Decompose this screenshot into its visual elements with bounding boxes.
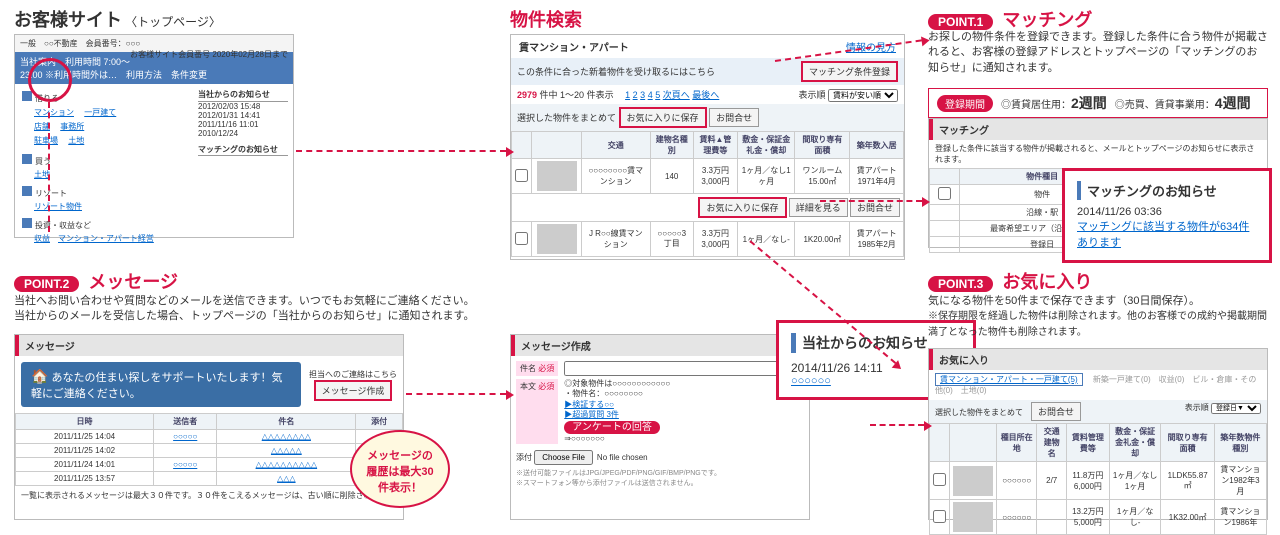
thumb-icon xyxy=(537,224,577,254)
s1-circle-highlight xyxy=(28,58,72,102)
cat-kau[interactable]: 買う xyxy=(20,152,190,169)
s1-subtitle: 〈トップページ〉 xyxy=(125,15,221,29)
thumb-icon xyxy=(537,161,577,191)
p3-table: 種目所在地交通建物名賃料管理費等敷金・保証金礼金・償却間取り専有面積築年数物件種… xyxy=(929,423,1267,535)
p3-badge: POINT.3 xyxy=(928,276,993,292)
p2-callout-bubble: メッセージの履歴は最大30件表示！ xyxy=(350,430,450,508)
s2-table: 交通建物名種別賃料▲管理費等敷金・保証金礼金・償却間取り専有面積築年数入居 ○○… xyxy=(511,131,904,257)
thumb-icon xyxy=(953,466,993,496)
p3-filter-tab[interactable]: 賃マンション・アパート・一戸建て(5) xyxy=(935,373,1083,386)
p1-title: マッチング xyxy=(1002,10,1092,30)
p2-badge: POINT.2 xyxy=(14,276,79,292)
s2-panel: 賃マンション・アパート 情報の見方 この条件に合った新着物件を受け取るにはこちら… xyxy=(510,34,905,260)
thumb-icon xyxy=(953,502,993,532)
sort-select[interactable]: 賃料が安い順 xyxy=(828,89,898,102)
arrow-icon xyxy=(870,424,924,426)
s1-match-title: マッチングのお知らせ xyxy=(198,144,288,156)
bulk-inq-btn[interactable]: お問合せ xyxy=(709,108,759,127)
p1-callout: マッチングのお知らせ 2014/11/26 03:36 マッチングに該当する物件… xyxy=(1062,168,1272,263)
p2-title: メッセージ xyxy=(88,272,178,292)
s2-title: 物件検索 xyxy=(510,6,582,32)
arrow-icon xyxy=(820,200,922,202)
file-input[interactable] xyxy=(534,450,686,465)
table-row[interactable]: ○○○○○○2/711.8万円6,000円1ヶ月／なし1ヶ月1LDK55.87㎡… xyxy=(930,462,1267,500)
p3-panel: お気に入り 賃マンション・アパート・一戸建て(5) 新築一戸建て(0) 収益(0… xyxy=(928,348,1268,520)
s1-topbar: 一般 ○○不動産 会員番号：○○○ お客様サイト会員番号 2020年02月28日… xyxy=(15,35,293,52)
table-row[interactable]: ○○○○○○○○賃マンション 140 3.3万円3,000円 1ヶ月／なし1ヶ月… xyxy=(512,159,904,194)
s2-header: 賃マンション・アパート xyxy=(519,39,629,54)
s1-title: お客様サイト xyxy=(14,10,122,30)
p1-desc: お探しの物件条件を登録できます。登録した条件に合う物件が掲載されると、お客様の登… xyxy=(928,30,1268,76)
p2-panel: メッセージ 🏠 あなたの住まい探しをサポートいたします！気軽にご連絡ください。 … xyxy=(14,334,404,520)
p1-callout-link[interactable]: マッチングに該当する物件が634件あります xyxy=(1077,218,1257,250)
arrow-icon xyxy=(48,102,50,232)
table-row[interactable]: 2011/11/25 13:57△△△ xyxy=(16,472,403,486)
table-row[interactable]: 2011/11/25 14:02△△△△△ xyxy=(16,444,403,458)
arrow-icon xyxy=(296,150,506,152)
row-check[interactable] xyxy=(515,169,528,182)
table-row[interactable]: 2011/11/24 14:01○○○○○△△△△△△△△△△ xyxy=(16,458,403,472)
cat-resort[interactable]: リゾート xyxy=(20,184,190,201)
row-fav-btn[interactable]: お気に入りに保存 xyxy=(698,197,786,218)
table-row[interactable]: J R○○線賃マンション ○○○○○3丁目 3.3万円3,000円 1ヶ月／なし… xyxy=(512,222,904,257)
p3-title: お気に入り xyxy=(1002,272,1092,292)
match-reg-btn[interactable]: マッチング条件登録 xyxy=(801,61,898,82)
p1-reg: 登録期間 ◎賃貸居住用：2週間 ◎売買、賃貸事業用：4週間 xyxy=(928,88,1268,118)
p2-banner: 🏠 あなたの住まい探しをサポートいたします！気軽にご連絡ください。 xyxy=(21,362,301,407)
s1-notice-title: 当社からのお知らせ xyxy=(198,89,288,102)
subject-input[interactable] xyxy=(564,361,804,376)
table-row[interactable]: 2011/11/25 14:04○○○○○△△△△△△△△ xyxy=(16,430,403,444)
row-check[interactable] xyxy=(515,232,528,245)
p1-badge: POINT.1 xyxy=(928,14,993,30)
table-row[interactable]: ○○○○○○13.2万円5,000円1ヶ月／なし-1K32.00㎡賃マンション1… xyxy=(930,500,1267,535)
compose-btn[interactable]: メッセージ作成 xyxy=(314,380,393,401)
house-icon: 🏠 xyxy=(31,368,48,384)
match-line: この条件に合った新着物件を受け取るにはこちら xyxy=(517,65,715,78)
cat-invest[interactable]: 投資・収益など xyxy=(20,216,190,233)
p2-desc: 当社へお問い合わせや質問などのメールを送信できます。いつでもお気軽にご連絡くださ… xyxy=(14,294,484,325)
p2-compose-panel: メッセージ作成 件名 必須 本文 必須 ◎対象物件は○○○○○○○○○○○○ ・… xyxy=(510,334,810,520)
p3-desc: 気になる物件を50件まで保存できます（30日間保存）。※保存期限を経過した物件は… xyxy=(928,294,1268,340)
p2-footer: 一覧に表示されるメッセージは最大３０件です。３０件をこえるメッセージは、古い順に… xyxy=(15,486,403,505)
bulk-fav-btn[interactable]: お気に入りに保存 xyxy=(619,107,707,128)
arrow-icon xyxy=(406,393,506,395)
p2-table: 日時送信者件名添付 2011/11/25 14:04○○○○○△△△△△△△△ … xyxy=(15,413,403,486)
